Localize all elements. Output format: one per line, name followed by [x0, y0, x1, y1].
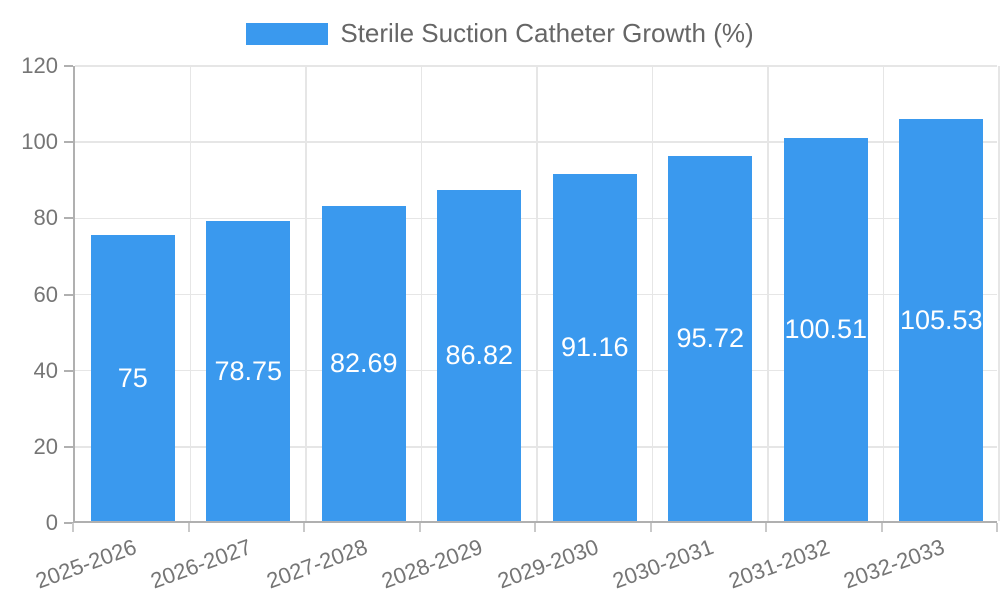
v-gridline [998, 66, 1000, 521]
bar[interactable]: 95.72 [668, 156, 753, 521]
chart-legend: Sterile Suction Catheter Growth (%) [0, 18, 1000, 49]
y-tick-label: 20 [33, 433, 58, 459]
h-gridline [75, 217, 997, 220]
v-gridline [536, 66, 538, 521]
x-tick-label: 2027-2028 [262, 534, 371, 594]
v-gridline [189, 66, 192, 521]
x-tick-label: 2028-2029 [378, 534, 486, 594]
bar-value-label: 91.16 [560, 331, 629, 362]
bar-value-label: 100.51 [784, 314, 868, 345]
x-tick-mark [303, 523, 305, 532]
bar[interactable]: 86.82 [437, 190, 522, 521]
x-tick-label: 2032-2033 [840, 534, 948, 594]
x-tick-mark [765, 523, 767, 532]
bar-value-label: 86.82 [445, 340, 514, 371]
h-gridline [75, 141, 997, 143]
plot-area: 75 78.75 82.69 86.82 91.16 95.72 100.51 105.53 [73, 65, 1000, 523]
v-gridline [651, 66, 654, 521]
y-tick-mark [64, 141, 73, 144]
bar[interactable]: 82.69 [321, 206, 406, 521]
y-tick-mark [64, 369, 73, 372]
x-tick-mark [187, 523, 190, 532]
bar[interactable]: 100.51 [783, 138, 868, 521]
legend-item[interactable]: Sterile Suction Catheter Growth (%) [246, 18, 754, 49]
legend-swatch-icon [246, 22, 329, 45]
y-tick-label: 60 [33, 281, 58, 307]
h-gridline [75, 369, 997, 372]
v-gridline [767, 66, 769, 521]
bar-value-label: 105.53 [899, 304, 983, 335]
x-tick-mark [996, 523, 998, 532]
bar-value-label: 78.75 [214, 355, 283, 386]
v-gridline [420, 66, 423, 521]
bar-value-label: 75 [117, 362, 148, 393]
bar[interactable]: 78.75 [206, 221, 291, 521]
x-tick-label: 2026-2027 [147, 534, 255, 594]
bar[interactable]: 75 [90, 235, 175, 521]
y-tick-mark [64, 293, 73, 296]
x-tick-label: 2031-2032 [724, 534, 833, 594]
y-tick-label: 120 [21, 53, 58, 78]
bar-value-label: 95.72 [676, 323, 745, 354]
x-tick-mark [880, 523, 883, 532]
y-tick-label: 80 [33, 205, 58, 231]
y-tick-mark [64, 445, 73, 448]
h-gridline [75, 293, 997, 296]
h-gridline [75, 446, 997, 448]
x-tick-mark [418, 523, 421, 532]
x-tick-label: 2025-2026 [31, 534, 140, 594]
x-tick-mark [534, 523, 536, 532]
bar[interactable]: 91.16 [552, 173, 637, 521]
y-tick-label: 100 [21, 129, 58, 155]
legend-label: Sterile Suction Catheter Growth (%) [340, 18, 754, 48]
x-tick-mark [72, 523, 74, 532]
y-tick-mark [64, 217, 73, 220]
h-gridline [75, 65, 997, 67]
bar-value-label: 82.69 [329, 348, 398, 379]
y-tick-mark [64, 65, 73, 67]
y-tick-mark [64, 522, 73, 524]
v-gridline [882, 66, 885, 521]
y-tick-label: 40 [33, 357, 58, 383]
x-tick-label: 2030-2031 [609, 534, 717, 594]
v-gridline [305, 66, 307, 521]
y-tick-label: 0 [45, 510, 58, 535]
bar[interactable]: 105.53 [899, 119, 984, 521]
x-tick-label: 2029-2030 [493, 534, 602, 594]
x-tick-mark [649, 523, 652, 532]
